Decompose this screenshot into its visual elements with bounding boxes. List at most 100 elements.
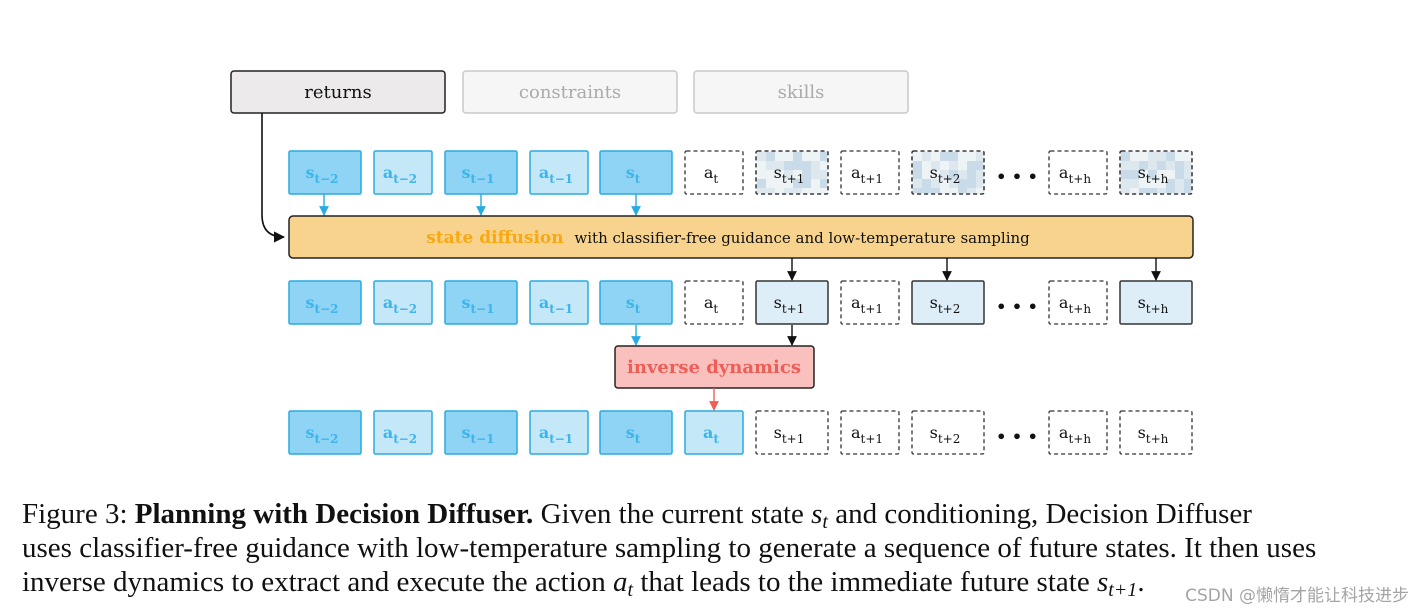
token-base: s (462, 423, 471, 442)
token-subscript: t (713, 172, 718, 186)
token-label: st+h (1138, 293, 1169, 316)
row1-token-s-tplush: st+h (1119, 150, 1193, 195)
row1-token-a-tminus1: at−1 (529, 150, 589, 195)
token-subscript: t−2 (393, 302, 417, 316)
noise-cell (1130, 161, 1139, 170)
noise-cell (940, 179, 949, 188)
noise-cell (1148, 152, 1157, 161)
condition-returns-box: returns (230, 70, 446, 114)
caption-math: s (1096, 566, 1109, 598)
caption-text: and conditioning, Decision Diffuser (827, 498, 1252, 530)
noise-cell (1139, 188, 1148, 193)
noise-cell (967, 179, 976, 188)
noise-cell (766, 161, 775, 170)
noise-cell (1166, 170, 1175, 179)
noise-cell (1166, 161, 1175, 170)
noise-cell (775, 179, 784, 188)
noise-cell (820, 170, 827, 179)
caption-text: that leads to the immediate future state (633, 566, 1097, 598)
noise-cell (949, 161, 958, 170)
token-label: st+2 (930, 293, 961, 316)
noise-cell (913, 161, 922, 170)
token-base: a (851, 163, 861, 182)
noise-cell (757, 152, 766, 161)
noise-cell (802, 188, 811, 193)
row3-token-s-tminus2: st−2 (288, 410, 362, 455)
token-subscript: t−2 (393, 432, 417, 446)
row1-token-s-t: st (599, 150, 673, 195)
token-label: at (703, 423, 719, 446)
row3-token-s-t: st (599, 410, 673, 455)
row3-token-s-tplus2: st+2 (911, 410, 985, 455)
noise-cell (1139, 170, 1148, 179)
noise-cell (766, 152, 775, 161)
noise-cell (820, 152, 827, 161)
row3-token-s-tminus1: st−1 (444, 410, 518, 455)
noise-cell (1130, 170, 1139, 179)
token-subscript: t−2 (315, 432, 339, 446)
token-label: st+h (1138, 423, 1169, 446)
noise-cell (922, 161, 931, 170)
token-label: st−1 (462, 163, 495, 186)
token-box (911, 280, 985, 325)
noise-cell (757, 188, 766, 193)
token-box (684, 150, 744, 195)
noise-cell (958, 170, 967, 179)
token-subscript: t+h (1068, 302, 1091, 316)
token-base: a (539, 163, 549, 182)
noise-cell (775, 161, 784, 170)
token-box (1119, 150, 1193, 195)
noise-cell (757, 179, 766, 188)
token-base: s (626, 423, 635, 442)
noise-cell (976, 170, 983, 179)
token-label: at (704, 163, 719, 186)
token-base: a (1059, 293, 1069, 312)
figure-caption: Figure 3: Planning with Decision Diffuse… (22, 497, 1414, 600)
noise-cell (922, 152, 931, 161)
token-base: a (851, 423, 861, 442)
row2-ellipsis: • • • (996, 297, 1038, 316)
token-label: at+1 (851, 423, 883, 446)
token-subscript: t+2 (938, 432, 961, 446)
noise-cell (958, 152, 967, 161)
caption-text: . (1137, 566, 1145, 598)
noise-cell (931, 170, 940, 179)
noise-cell (1148, 179, 1157, 188)
noise-cell (1148, 170, 1157, 179)
row2-token-a-tminus1: at−1 (529, 280, 589, 325)
token-base: a (1059, 423, 1069, 442)
token-box (288, 150, 362, 195)
noise-cell (766, 179, 775, 188)
noise-cell (784, 188, 793, 193)
token-label: st+h (1138, 163, 1169, 186)
token-box (529, 280, 589, 325)
caption-text: Given the current state (533, 498, 812, 530)
caption-prefix: Figure 3: (22, 498, 135, 530)
row3-token-a-t: at (684, 410, 744, 455)
token-box (1048, 410, 1108, 455)
noise-cell (976, 179, 983, 188)
noise-cell (1148, 161, 1157, 170)
noise-cell (1184, 161, 1191, 170)
condition-constraints-label: constraints (519, 82, 621, 103)
noise-cell (949, 152, 958, 161)
token-label: at+1 (851, 293, 883, 316)
token-label: at−2 (383, 163, 417, 186)
token-subscript: t−1 (549, 172, 573, 186)
token-subscript: t+1 (782, 172, 805, 186)
noise-cell (1184, 170, 1191, 179)
noise-cell (967, 170, 976, 179)
noise-cell (1130, 179, 1139, 188)
noise-cell (1130, 152, 1139, 161)
row3-token-s-tplush: st+h (1119, 410, 1193, 455)
row1-token-s-tplus2: st+2 (911, 150, 985, 195)
row1-token-a-t: at (684, 150, 744, 195)
token-subscript: t+1 (861, 302, 884, 316)
token-box (840, 280, 900, 325)
noise-cell (976, 188, 983, 193)
token-subscript: t−2 (315, 302, 339, 316)
decision-diffuser-diagram: returns constraints skills st−2 at−2 st−1 a… (230, 70, 1194, 455)
token-subscript: t−2 (315, 172, 339, 186)
caption-text: inverse dynamics to extract and execute … (22, 566, 614, 598)
token-base: s (306, 423, 315, 442)
